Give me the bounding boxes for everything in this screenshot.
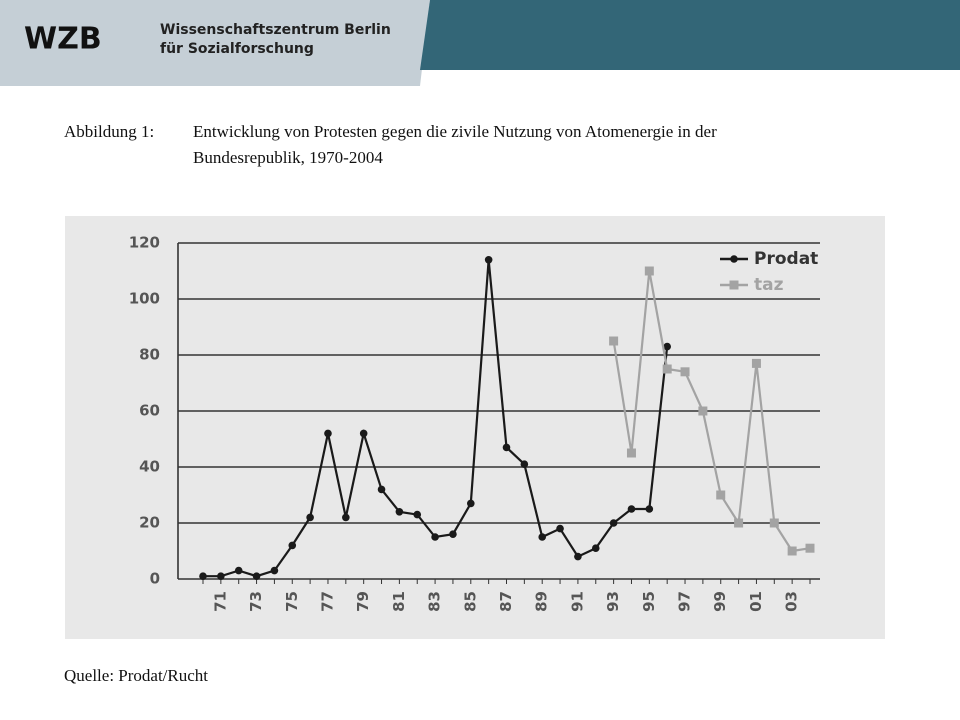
data-point xyxy=(413,510,422,519)
y-tick-label: 80 xyxy=(139,346,160,364)
legend-label: Prodat xyxy=(754,249,818,269)
x-tick-label: 71 xyxy=(211,591,229,612)
series-line xyxy=(612,270,811,553)
source: Quelle: Prodat/Rucht xyxy=(64,666,209,685)
data-point xyxy=(217,572,225,580)
org-name: für Sozialforschung xyxy=(160,41,314,57)
data-point xyxy=(449,530,457,538)
data-point xyxy=(342,513,350,522)
data-point xyxy=(431,533,439,541)
data-point xyxy=(609,336,619,346)
data-point xyxy=(306,513,314,522)
header-light xyxy=(0,0,430,86)
logo: WZB xyxy=(24,22,102,57)
x-tick-label: 87 xyxy=(497,591,515,612)
data-point xyxy=(805,543,815,553)
y-tick-label: 100 xyxy=(129,290,160,308)
y-tick-label: 40 xyxy=(139,458,160,476)
data-point xyxy=(698,406,708,416)
legend-marker xyxy=(730,255,738,263)
x-tick-label: 03 xyxy=(783,591,801,612)
data-point xyxy=(502,443,511,452)
header-dark xyxy=(420,0,960,70)
x-tick-label: 01 xyxy=(747,591,765,612)
data-point xyxy=(626,448,636,458)
data-point xyxy=(680,367,690,377)
y-tick-label: 120 xyxy=(129,234,160,252)
data-point xyxy=(466,499,475,508)
data-point xyxy=(324,429,332,438)
data-point xyxy=(395,508,404,516)
legend-marker xyxy=(729,280,739,290)
data-point xyxy=(520,460,529,468)
org-name: Wissenschaftszentrum Berlin xyxy=(160,22,391,38)
data-point xyxy=(716,490,726,500)
x-tick-label: 91 xyxy=(568,591,586,612)
data-point xyxy=(199,572,207,580)
data-point xyxy=(270,566,279,575)
x-tick-label: 89 xyxy=(533,591,551,612)
data-point xyxy=(234,566,243,575)
data-point xyxy=(484,256,493,264)
data-point xyxy=(591,544,600,552)
y-tick-label: 0 xyxy=(150,570,160,588)
caption-label: Abbildung 1: xyxy=(64,122,155,141)
data-point xyxy=(662,364,672,374)
data-point xyxy=(377,485,386,494)
data-point xyxy=(574,552,582,561)
x-tick-label: 99 xyxy=(711,591,729,612)
data-point xyxy=(627,505,636,513)
x-tick-label: 83 xyxy=(426,591,444,612)
legend-label: taz xyxy=(754,275,784,295)
header-band: WZB Wissenschaftszentrum Berlin für Sozi… xyxy=(0,0,960,86)
data-point xyxy=(252,572,261,580)
data-point xyxy=(769,518,779,528)
data-point xyxy=(663,342,671,351)
chart: 0 20 40 60 80 100 120 71 73 75 77 79 81 83 85 87 89 91 93 9… xyxy=(65,216,885,639)
x-tick-label: 81 xyxy=(390,591,408,612)
x-tick-label: 75 xyxy=(283,591,301,612)
x-tick-label: 93 xyxy=(604,591,622,612)
x-tick-label: 97 xyxy=(676,591,694,612)
data-point xyxy=(609,519,618,527)
caption-line: Entwicklung von Protesten gegen die zivi… xyxy=(193,122,717,141)
data-point xyxy=(645,505,654,513)
data-point xyxy=(538,533,547,541)
y-tick-label: 20 xyxy=(139,514,160,532)
x-tick-label: 79 xyxy=(354,591,372,612)
data-point xyxy=(288,541,297,550)
data-point xyxy=(359,429,368,438)
y-tick-label: 60 xyxy=(139,402,160,420)
x-tick-label: 73 xyxy=(247,591,265,612)
x-tick-label: 95 xyxy=(640,591,658,612)
x-tick-label: 77 xyxy=(318,591,336,612)
data-point xyxy=(751,358,761,368)
x-tick-label: 85 xyxy=(461,591,479,612)
data-point xyxy=(556,524,564,533)
data-point xyxy=(644,266,654,276)
caption-line: Bundesrepublik, 1970-2004 xyxy=(193,148,383,167)
data-point xyxy=(787,546,797,556)
data-point xyxy=(734,518,744,528)
